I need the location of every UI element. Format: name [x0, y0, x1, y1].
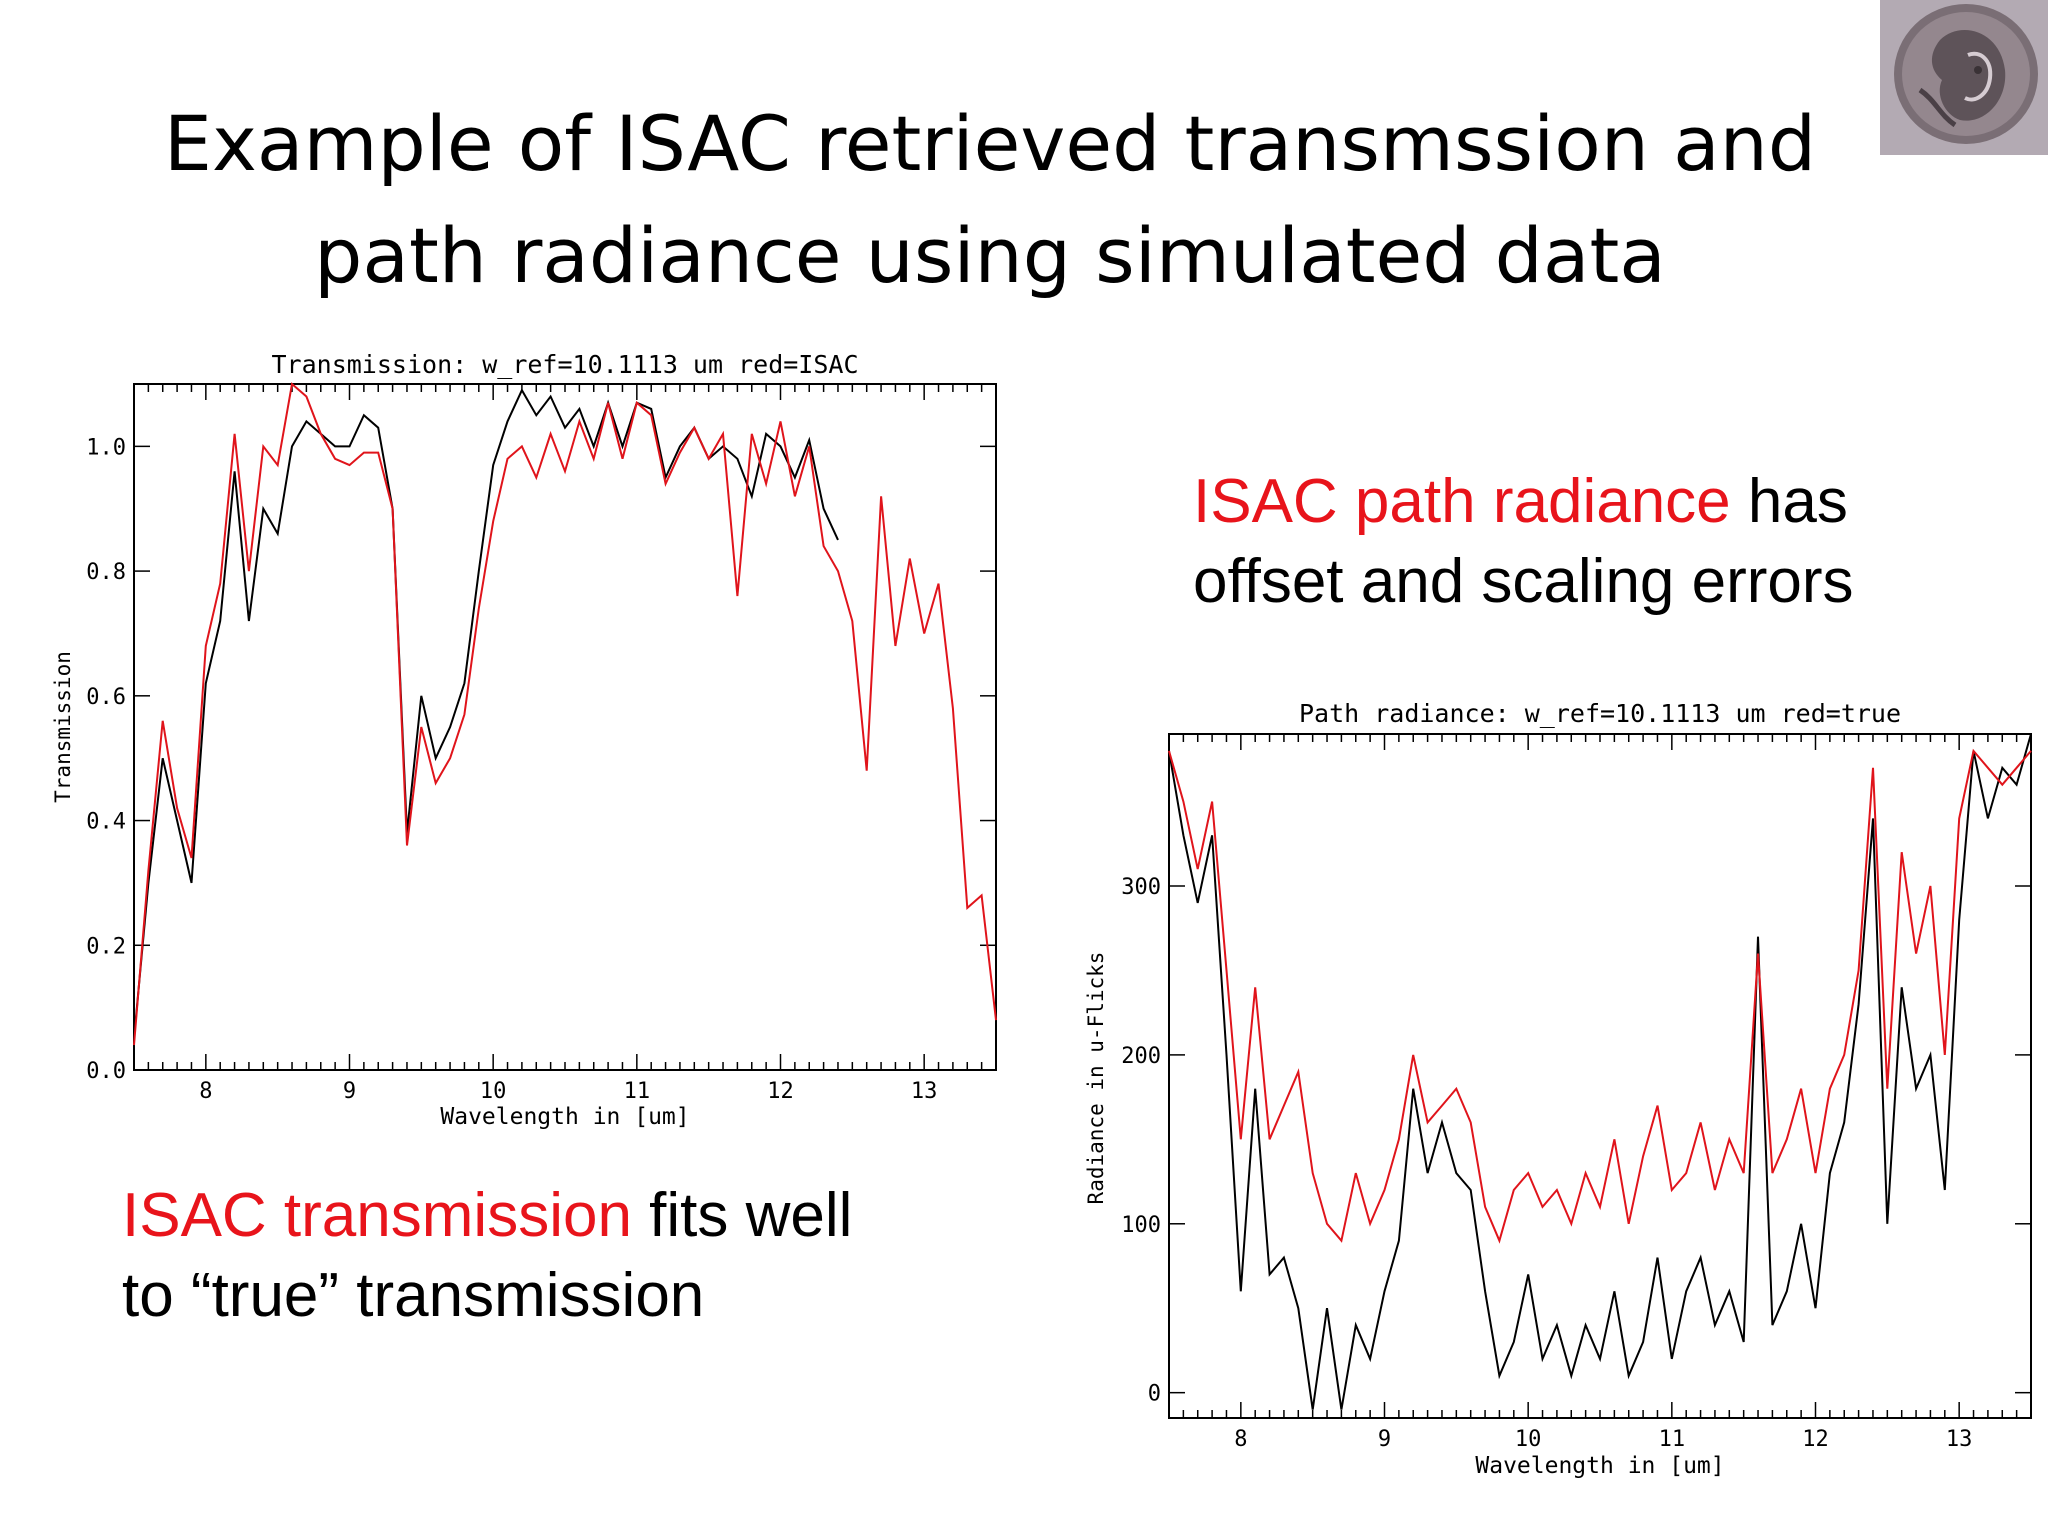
caption-right-line-1: ISAC path radiance has — [1193, 462, 1854, 542]
x-tick-label: 10 — [1515, 1427, 1542, 1452]
title-line-2: path radiance using simulated data — [314, 211, 1666, 300]
x-tick-label: 9 — [1378, 1427, 1391, 1452]
x-tick-label: 8 — [1234, 1427, 1247, 1452]
y-tick-label: 0.8 — [86, 560, 126, 585]
chart-title: Path radiance: w_ref=10.1113 um red=true — [1299, 699, 1901, 728]
x-tick-label: 11 — [624, 1079, 651, 1104]
x-tick-label: 12 — [1802, 1427, 1829, 1452]
minor-ticks — [1168, 734, 2032, 1418]
y-tick-labels: 0.0 0.2 0.4 0.6 0.8 1.0 — [86, 435, 126, 1084]
y-tick-labels: 0 100 200 300 — [1121, 875, 1161, 1407]
y-tick-label: 0.6 — [86, 685, 126, 710]
plot-frame — [1168, 733, 2032, 1419]
series-isac-line — [1168, 748, 2032, 1244]
y-tick-label: 0.2 — [86, 934, 126, 959]
caption-left-rest: fits well — [631, 1181, 853, 1250]
caption-right-highlight: ISAC path radiance — [1193, 467, 1731, 536]
series-isac-line — [133, 382, 997, 1046]
x-tick-label: 13 — [911, 1079, 938, 1104]
minor-ticks — [133, 384, 997, 1071]
caption-left-line-2: to “true” transmission — [122, 1261, 705, 1330]
series-true-line — [1168, 733, 2032, 1410]
y-tick-label: 300 — [1121, 875, 1161, 900]
x-tick-label: 11 — [1659, 1427, 1686, 1452]
x-axis-label: Wavelength in [um] — [1475, 1453, 1724, 1479]
caption-left-line-1: ISAC transmission fits well — [122, 1176, 852, 1256]
x-tick-labels: 8 9 10 11 12 13 — [199, 1079, 937, 1104]
caption-right-rest: has — [1730, 467, 1848, 536]
y-tick-label: 0 — [1148, 1382, 1161, 1407]
series-true-line — [133, 388, 839, 1039]
title-line-1: Example of ISAC retrieved transmssion an… — [163, 99, 1817, 188]
x-tick-label: 13 — [1946, 1427, 1973, 1452]
y-tick-label: 200 — [1121, 1044, 1161, 1069]
caption-transmission: ISAC transmission fits well to “true” tr… — [122, 1176, 852, 1336]
x-axis-label: Wavelength in [um] — [440, 1104, 689, 1130]
caption-path-radiance: ISAC path radiance has offset and scalin… — [1193, 462, 1854, 622]
x-tick-label: 9 — [343, 1079, 356, 1104]
y-axis-label: Transmission — [51, 651, 75, 803]
x-tick-labels: 8 9 10 11 12 13 — [1234, 1427, 1972, 1452]
chart-title: Transmission: w_ref=10.1113 um red=ISAC — [272, 350, 859, 379]
x-tick-label: 10 — [480, 1079, 507, 1104]
y-tick-label: 100 — [1121, 1213, 1161, 1238]
y-axis-label: Radiance in u-Flicks — [1084, 952, 1108, 1205]
plot-frame — [133, 383, 997, 1071]
y-tick-label: 0.0 — [86, 1059, 126, 1084]
caption-right-line-2: offset and scaling errors — [1193, 547, 1854, 616]
coin-portrait-logo — [1880, 0, 2048, 155]
x-tick-label: 8 — [199, 1079, 212, 1104]
y-tick-label: 1.0 — [86, 435, 126, 460]
y-tick-label: 0.4 — [86, 810, 126, 835]
slide-title: Example of ISAC retrieved transmssion an… — [120, 88, 1860, 312]
x-tick-label: 12 — [767, 1079, 794, 1104]
caption-left-highlight: ISAC transmission — [122, 1181, 632, 1250]
